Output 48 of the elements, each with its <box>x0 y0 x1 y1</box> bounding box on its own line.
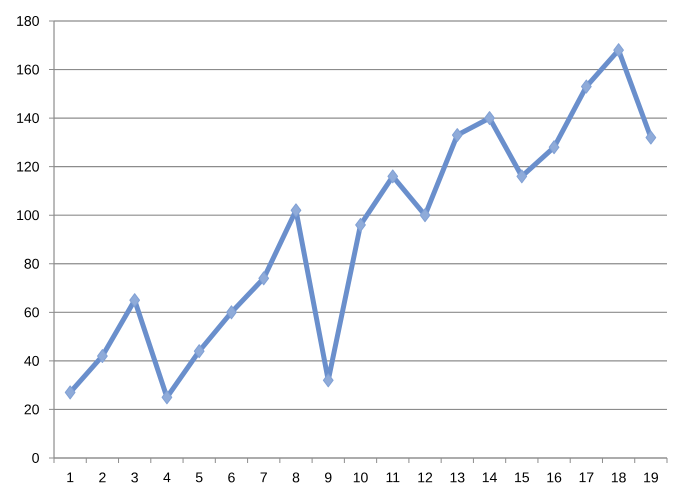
point <box>613 43 624 58</box>
x-tick-label: 1 <box>67 472 74 482</box>
x-tick-label: 2 <box>99 472 106 482</box>
point <box>322 373 334 388</box>
x-tick-label: 18 <box>612 472 626 482</box>
point <box>97 349 108 364</box>
x-tick-label: 5 <box>196 472 202 482</box>
point <box>580 80 592 94</box>
point <box>64 385 76 400</box>
point <box>387 169 398 184</box>
y-tick-label: 40 <box>24 356 39 366</box>
point <box>516 169 528 184</box>
point <box>162 390 172 404</box>
x-tick-label: 4 <box>163 472 170 482</box>
x-tick-label: 12 <box>418 472 432 482</box>
x-tick-label: 6 <box>228 472 235 482</box>
y-tick-label: 60 <box>24 307 39 318</box>
point <box>194 344 205 358</box>
point <box>355 218 366 232</box>
y-tick-label: 160 <box>17 64 39 75</box>
x-tick-label: 7 <box>260 472 267 482</box>
x-tick-label: 8 <box>292 472 300 482</box>
x-tick-label: 14 <box>482 472 497 482</box>
y-tick-label: 100 <box>17 210 39 220</box>
x-tick-label: 3 <box>131 472 138 482</box>
point <box>290 203 302 218</box>
point <box>484 111 495 126</box>
point <box>420 208 430 222</box>
x-tick-label: 16 <box>547 472 562 482</box>
point <box>258 271 270 286</box>
x-tick-label: 15 <box>515 472 530 482</box>
point <box>548 140 560 154</box>
y-tick-label: 20 <box>24 404 39 414</box>
x-tick-label: 11 <box>386 472 400 482</box>
point <box>129 293 140 308</box>
point <box>226 305 237 320</box>
y-tick-label: 180 <box>17 16 39 26</box>
point <box>645 130 656 145</box>
point <box>452 128 463 142</box>
x-tick-label: 9 <box>325 472 332 482</box>
x-tick-label: 17 <box>580 472 594 482</box>
x-tick-label: 19 <box>644 472 658 482</box>
y-tick-label: 0 <box>32 453 39 463</box>
y-tick-label: 80 <box>24 258 39 269</box>
y-tick-label: 140 <box>17 113 39 124</box>
x-tick-label: 13 <box>450 472 464 482</box>
y-tick-label: 120 <box>17 162 39 172</box>
x-tick-label: 10 <box>354 472 368 482</box>
